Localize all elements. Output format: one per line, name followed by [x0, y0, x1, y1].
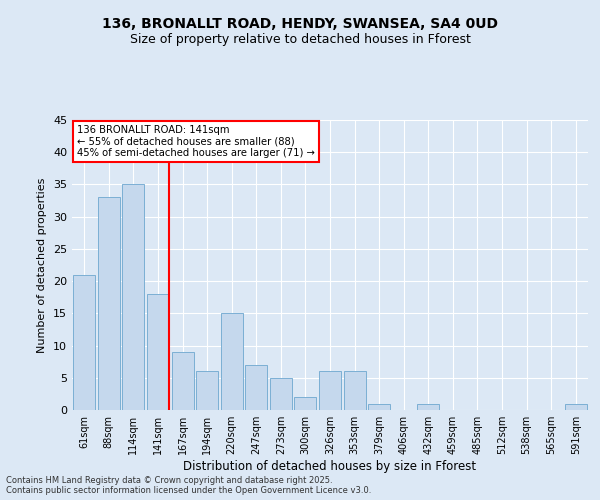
Bar [368, 404, 390, 410]
Y-axis label: Number of detached properties: Number of detached properties [37, 178, 47, 352]
Text: Size of property relative to detached houses in Fforest: Size of property relative to detached ho… [130, 32, 470, 46]
X-axis label: Distribution of detached houses by size in Fforest: Distribution of detached houses by size … [184, 460, 476, 473]
Bar [295, 397, 316, 410]
Bar [98, 198, 120, 410]
Text: 136 BRONALLT ROAD: 141sqm
← 55% of detached houses are smaller (88)
45% of semi-: 136 BRONALLT ROAD: 141sqm ← 55% of detac… [77, 125, 315, 158]
Bar [196, 372, 218, 410]
Bar [147, 294, 169, 410]
Bar [221, 314, 243, 410]
Text: Contains HM Land Registry data © Crown copyright and database right 2025.
Contai: Contains HM Land Registry data © Crown c… [6, 476, 371, 495]
Bar [122, 184, 145, 410]
Bar [319, 372, 341, 410]
Bar [245, 365, 268, 410]
Bar [417, 404, 439, 410]
Text: 136, BRONALLT ROAD, HENDY, SWANSEA, SA4 0UD: 136, BRONALLT ROAD, HENDY, SWANSEA, SA4 … [102, 18, 498, 32]
Bar [270, 378, 292, 410]
Bar [73, 274, 95, 410]
Bar [565, 404, 587, 410]
Bar [172, 352, 194, 410]
Bar [344, 372, 365, 410]
